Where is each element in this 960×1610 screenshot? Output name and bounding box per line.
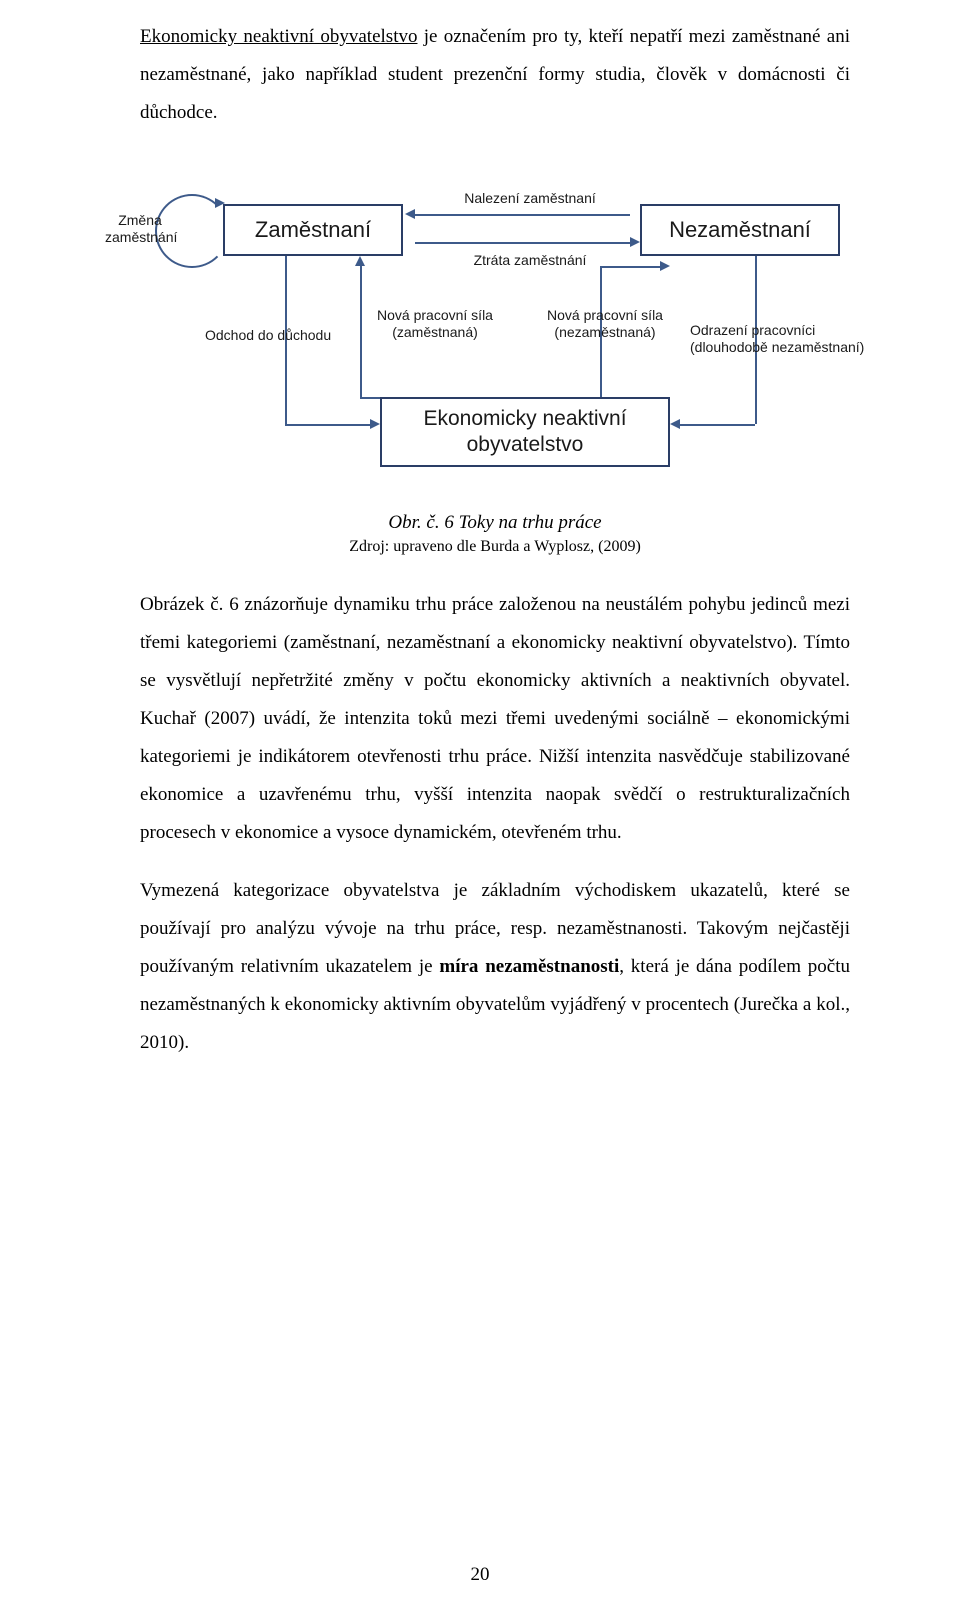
box-inactive: Ekonomicky neaktivní obyvatelstvo [380,397,670,467]
box-unemployed: Nezaměstnaní [640,204,840,256]
figure-caption: Obr. č. 6 Toky na trhu práce [140,512,850,534]
arrow-new-unemp-head [660,261,670,271]
arrow-loss [415,242,630,244]
figure-source: Zdroj: upraveno dle Burda a Wyplosz, (20… [140,538,850,556]
diagram-container: Změna zaměstnání Zaměstnaní Nezaměstnaní… [140,172,850,482]
page-number: 20 [0,1564,960,1586]
arrow-find-head [405,209,415,219]
arrow-find [415,214,630,216]
labour-flows-diagram: Změna zaměstnání Zaměstnaní Nezaměstnaní… [145,172,845,482]
intro-lead-term: Ekonomicky neaktivní obyvatelstvo [140,26,417,47]
arrow-retire-head [370,419,380,429]
intro-paragraph: Ekonomicky neaktivní obyvatelstvo je ozn… [140,18,850,132]
arrow-disc-head [670,419,680,429]
arrow-disc-h [680,424,755,426]
arrow-loss-head [630,237,640,247]
label-new-unemp: Nová pracovní síla (nezaměstnaná) [530,307,680,341]
arrow-new-emp-clean-head [355,256,365,266]
arrow-new-emp-link [360,397,380,399]
arrow-new-emp-clean [360,266,362,397]
label-change: Změna zaměstnání [105,212,175,246]
body-paragraph-2: Vymezená kategorizace obyvatelstva je zá… [140,872,850,1062]
arrow-retire-h [285,424,370,426]
body2-bold: míra nezaměstnanosti [439,956,619,977]
box-employed: Zaměstnaní [223,204,403,256]
label-discouraged: Odrazení pracovníci (dlouhodobě nezaměst… [690,322,890,356]
body-paragraph-1: Obrázek č. 6 znázorňuje dynamiku trhu pr… [140,586,850,852]
label-new-emp: Nová pracovní síla (zaměstnaná) [360,307,510,341]
label-loss: Ztráta zaměstnání [445,252,615,269]
label-find: Nalezení zaměstnaní [445,190,615,207]
arrow-new-unemp-h [600,266,660,268]
label-retire: Odchod do důchodu [205,327,365,344]
